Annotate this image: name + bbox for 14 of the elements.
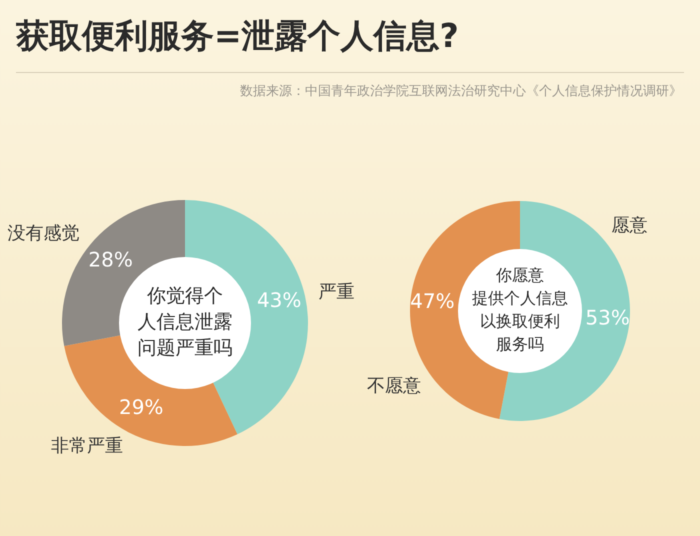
text: 你觉得个人信息泄露问题严重吗 — [138, 284, 232, 359]
slice-label: 非常严重 — [50, 436, 123, 457]
data-label: 47% — [410, 288, 455, 313]
slice-label: 愿意 — [612, 214, 648, 236]
data-label: 43% — [256, 288, 302, 312]
chart-title: 获取便利服务=泄露个人信息? — [16, 15, 459, 57]
data-label: 53% — [585, 305, 630, 330]
slice-label: 没有感觉 — [7, 223, 80, 244]
text: 数据来源：中国青年政治学院互联网法治研究中心《个人信息保护情况调研》 — [240, 83, 682, 100]
data-label: 28% — [88, 248, 133, 272]
slice-label: 不愿意 — [366, 375, 421, 396]
slice-label: 严重 — [318, 281, 355, 302]
text: 你愿意提供个人信息以换取便利服务吗 — [472, 266, 568, 354]
data-label: 29% — [118, 395, 164, 420]
